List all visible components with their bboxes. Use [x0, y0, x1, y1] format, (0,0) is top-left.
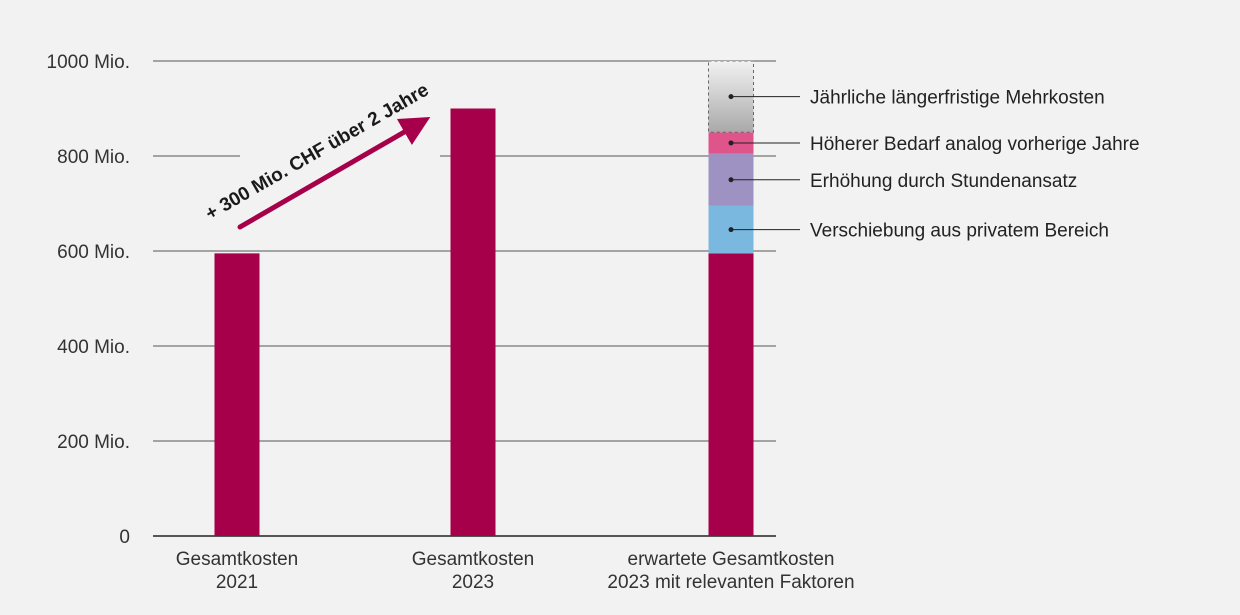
bar-segment	[450, 108, 496, 536]
growth-annotation: + 300 Mio. CHF über 2 Jahre	[202, 80, 440, 230]
x-tick-label: 2023 mit relevanten Faktoren	[607, 572, 854, 593]
y-axis: 0 200 Mio. 400 Mio. 600 Mio. 800 Mio. 1000 Mi…	[47, 52, 130, 548]
bar-segment	[708, 253, 754, 536]
legend: Verschiebung aus privatem Bereich Erhöhun…	[728, 88, 1140, 242]
x-tick-label: 2021	[216, 572, 258, 593]
y-tick-label: 0	[119, 527, 130, 548]
y-tick-label: 1000 Mio.	[47, 52, 130, 73]
arrow	[237, 116, 431, 230]
y-tick-label: 400 Mio.	[57, 337, 130, 358]
x-tick-label: Gesamtkosten	[412, 549, 535, 570]
bar-segment	[214, 253, 260, 536]
x-tick-label: erwartete Gesamtkosten	[628, 549, 835, 570]
y-tick-label: 200 Mio.	[57, 432, 130, 453]
x-axis: Gesamtkosten2021Gesamtkosten2023erwartet…	[176, 549, 855, 593]
bars	[214, 60, 754, 536]
legend-label: Erhöhung durch Stundenansatz	[810, 171, 1077, 192]
legend-label: Verschiebung aus privatem Bereich	[810, 221, 1109, 242]
y-tick-label: 800 Mio.	[57, 147, 130, 168]
annotation-backdrop	[240, 150, 440, 162]
y-tick-label: 600 Mio.	[57, 242, 130, 263]
legend-label: Höherer Bedarf analog vorherige Jahre	[810, 134, 1140, 155]
x-tick-label: Gesamtkosten	[176, 549, 299, 570]
legend-label: Jährliche längerfristige Mehrkosten	[810, 88, 1105, 109]
x-tick-label: 2023	[452, 572, 494, 593]
